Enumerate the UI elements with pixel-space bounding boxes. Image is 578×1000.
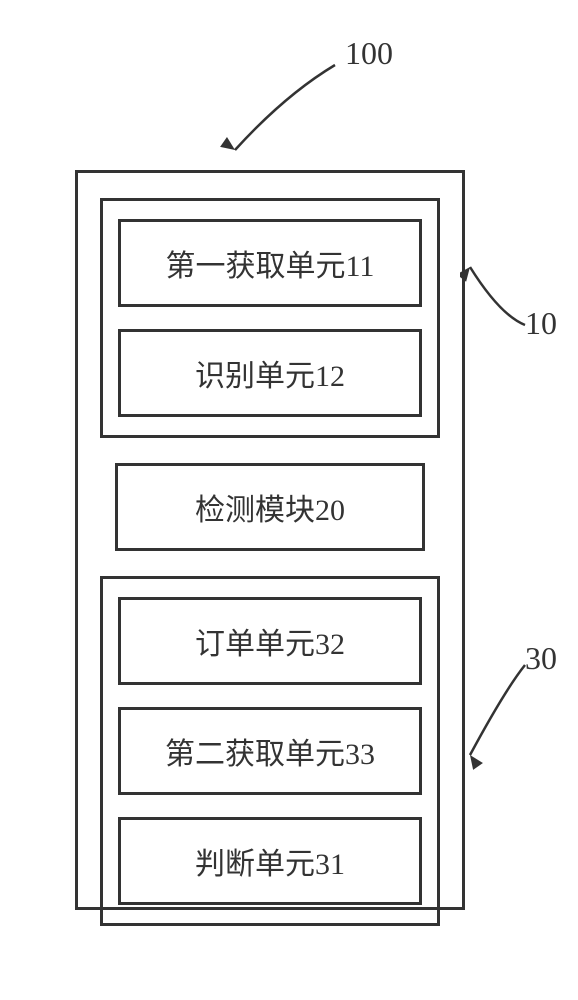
ref-100-label: 100	[345, 35, 393, 72]
unit-11-label: 第一获取单元11	[166, 241, 375, 285]
group-10: 第一获取单元11 识别单元12	[100, 198, 440, 438]
unit-12-label: 识别单元12	[195, 351, 345, 395]
unit-11-box: 第一获取单元11	[118, 219, 422, 307]
unit-32-box: 订单单元32	[118, 597, 422, 685]
main-container: 第一获取单元11 识别单元12 检测模块20 订单单元32 第二获取单元33 判…	[75, 170, 465, 910]
ref-30-label: 30	[525, 640, 557, 677]
group-30: 订单单元32 第二获取单元33 判断单元31	[100, 576, 440, 926]
arrow-100	[205, 55, 345, 170]
unit-32-label: 订单单元32	[195, 619, 345, 663]
unit-12-box: 识别单元12	[118, 329, 422, 417]
module-20-box: 检测模块20	[115, 463, 425, 551]
unit-31-box: 判断单元31	[118, 817, 422, 905]
unit-33-label: 第二获取单元33	[165, 729, 375, 773]
unit-31-label: 判断单元31	[195, 839, 345, 883]
module-20-label: 检测模块20	[195, 485, 345, 529]
ref-10-label: 10	[525, 305, 557, 342]
unit-33-box: 第二获取单元33	[118, 707, 422, 795]
